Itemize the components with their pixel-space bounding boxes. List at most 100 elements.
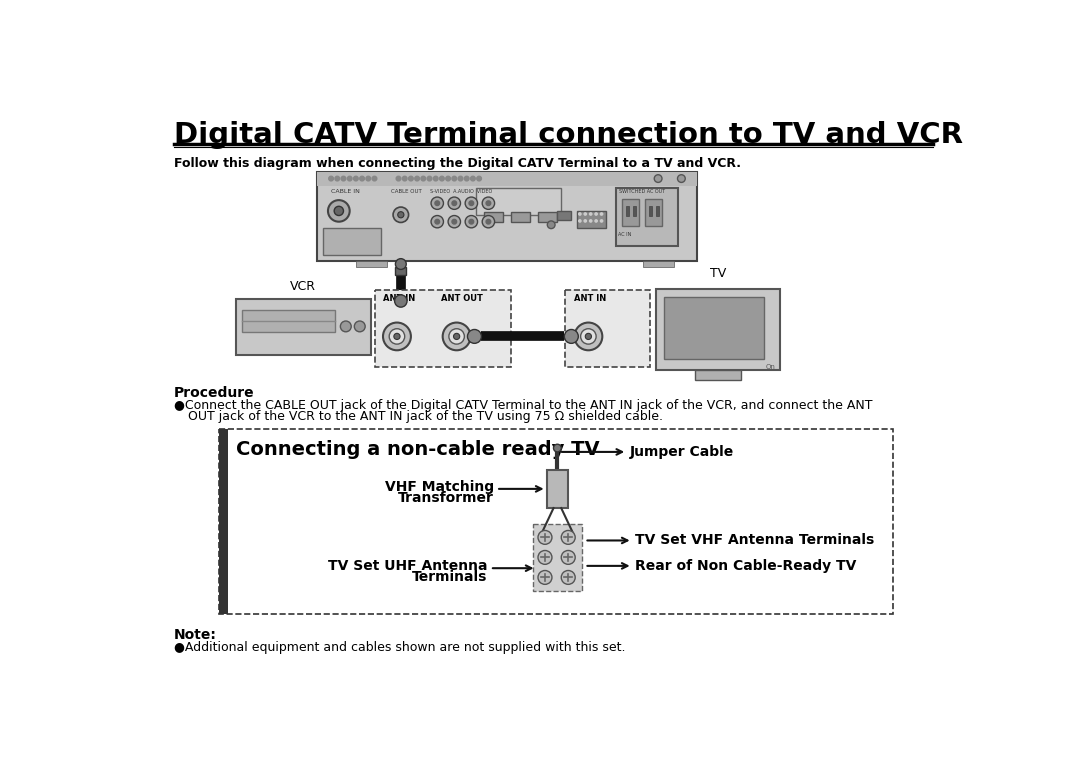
Circle shape: [397, 211, 404, 218]
Text: ANT IN: ANT IN: [575, 294, 607, 303]
Circle shape: [403, 176, 407, 181]
Circle shape: [353, 176, 359, 181]
Circle shape: [565, 330, 578, 343]
Circle shape: [486, 201, 490, 205]
Circle shape: [465, 197, 477, 209]
Circle shape: [476, 176, 482, 181]
Circle shape: [328, 176, 334, 181]
Text: Rear of Non Cable-Ready TV: Rear of Non Cable-Ready TV: [635, 559, 856, 573]
Circle shape: [354, 321, 365, 332]
Text: Jumper Cable: Jumper Cable: [630, 445, 733, 459]
Circle shape: [482, 197, 495, 209]
Circle shape: [334, 206, 343, 215]
Circle shape: [440, 176, 444, 181]
Bar: [622, 199, 638, 227]
Bar: [546, 470, 568, 508]
Bar: [218, 429, 893, 613]
Circle shape: [458, 176, 463, 181]
Text: Digital CATV Terminal connection to TV and VCR: Digital CATV Terminal connection to TV a…: [174, 121, 962, 149]
Circle shape: [579, 213, 581, 215]
Bar: [218, 429, 228, 613]
Circle shape: [395, 259, 406, 269]
Circle shape: [449, 329, 464, 344]
Bar: [476, 188, 562, 214]
Circle shape: [366, 176, 370, 181]
Circle shape: [340, 321, 351, 332]
Bar: [532, 523, 582, 591]
Circle shape: [360, 176, 364, 181]
Text: Connecting a non-cable ready TV: Connecting a non-cable ready TV: [235, 439, 599, 459]
Circle shape: [431, 197, 444, 209]
Text: ANT IN: ANT IN: [383, 294, 415, 303]
Text: SWITCHED AC OUT: SWITCHED AC OUT: [619, 189, 665, 195]
Bar: [557, 211, 571, 221]
Circle shape: [341, 176, 346, 181]
Circle shape: [469, 220, 474, 224]
Circle shape: [421, 176, 426, 181]
Bar: [694, 370, 741, 379]
Bar: [356, 261, 387, 267]
Circle shape: [538, 571, 552, 584]
Bar: [577, 211, 606, 228]
Bar: [242, 311, 335, 332]
Text: AC IN: AC IN: [618, 233, 631, 237]
Circle shape: [595, 220, 597, 222]
Bar: [323, 228, 381, 255]
Bar: [375, 290, 511, 367]
Circle shape: [677, 175, 685, 182]
Text: OUT jack of the VCR to the ANT IN jack of the TV using 75 Ω shielded cable.: OUT jack of the VCR to the ANT IN jack o…: [188, 410, 663, 423]
Bar: [645, 199, 662, 227]
Text: TV: TV: [710, 267, 726, 280]
Text: Procedure: Procedure: [174, 387, 255, 401]
Text: ANT OUT: ANT OUT: [441, 294, 483, 303]
Bar: [484, 212, 503, 222]
Circle shape: [448, 197, 460, 209]
Circle shape: [394, 333, 400, 340]
Circle shape: [394, 295, 407, 307]
Circle shape: [581, 329, 596, 344]
Circle shape: [389, 329, 405, 344]
Circle shape: [433, 176, 438, 181]
Text: Terminals: Terminals: [413, 570, 488, 584]
Circle shape: [435, 201, 440, 205]
Text: VCR: VCR: [291, 280, 316, 293]
Circle shape: [431, 215, 444, 228]
Circle shape: [435, 220, 440, 224]
Circle shape: [548, 221, 555, 229]
Text: ●Additional equipment and cables shown are not supplied with this set.: ●Additional equipment and cables shown a…: [174, 641, 625, 654]
Circle shape: [562, 550, 576, 565]
Circle shape: [562, 530, 576, 544]
Circle shape: [584, 213, 586, 215]
Circle shape: [486, 220, 490, 224]
Circle shape: [595, 213, 597, 215]
Bar: [395, 267, 406, 275]
Bar: [649, 205, 652, 216]
Text: VHF Matching: VHF Matching: [384, 481, 494, 494]
Bar: [616, 188, 677, 246]
Text: On: On: [766, 364, 775, 370]
Bar: [318, 172, 697, 261]
Circle shape: [393, 207, 408, 223]
Circle shape: [464, 176, 469, 181]
Circle shape: [600, 220, 603, 222]
Text: CABLE IN: CABLE IN: [332, 189, 360, 195]
Circle shape: [590, 213, 592, 215]
Circle shape: [600, 213, 603, 215]
Text: TV Set VHF Antenna Terminals: TV Set VHF Antenna Terminals: [635, 533, 874, 548]
Bar: [565, 290, 650, 367]
Circle shape: [654, 175, 662, 182]
Circle shape: [383, 323, 410, 350]
Circle shape: [579, 220, 581, 222]
Circle shape: [482, 215, 495, 228]
Circle shape: [538, 550, 552, 565]
Circle shape: [469, 201, 474, 205]
Text: TV Set UHF Antenna: TV Set UHF Antenna: [328, 559, 488, 573]
Text: CABLE OUT: CABLE OUT: [391, 189, 421, 195]
Circle shape: [328, 200, 350, 222]
Bar: [633, 205, 636, 216]
Circle shape: [468, 330, 482, 343]
Bar: [663, 297, 765, 359]
Circle shape: [585, 333, 592, 340]
Bar: [235, 299, 372, 355]
Circle shape: [428, 176, 432, 181]
